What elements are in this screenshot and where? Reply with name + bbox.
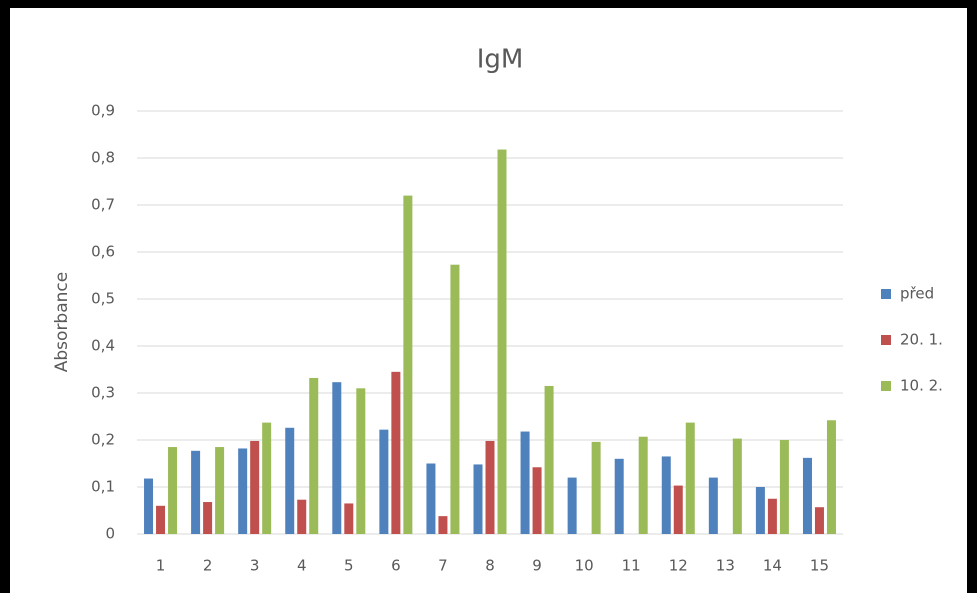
- x-tick-label: 4: [297, 557, 307, 575]
- bar: [285, 427, 295, 534]
- bar: [732, 438, 742, 534]
- bar: [755, 487, 765, 534]
- bar: [544, 385, 554, 534]
- bar: [767, 498, 777, 534]
- legend-marker: [881, 335, 891, 345]
- bar: [450, 264, 460, 534]
- x-tick-label: 13: [716, 557, 735, 575]
- bar: [532, 467, 542, 534]
- bar: [309, 377, 319, 534]
- bar: [826, 420, 836, 534]
- legend-label: 10. 2.: [900, 377, 943, 395]
- bar: [638, 436, 648, 534]
- bar: [238, 448, 248, 534]
- bar: [297, 499, 307, 534]
- y-tick-label: 0,3: [91, 384, 115, 402]
- x-tick-label: 8: [485, 557, 495, 575]
- bar: [215, 447, 225, 534]
- bar: [520, 431, 530, 534]
- x-tick-label: 7: [438, 557, 448, 575]
- bar: [802, 457, 812, 534]
- y-tick-label: 0: [105, 525, 115, 543]
- bar: [473, 464, 483, 534]
- bar: [344, 503, 354, 534]
- y-tick-label: 0,4: [91, 337, 115, 355]
- y-tick-label: 0,2: [91, 431, 115, 449]
- legend-marker: [881, 289, 891, 299]
- legend-label: 20. 1.: [900, 331, 943, 349]
- y-tick-label: 0,6: [91, 243, 115, 261]
- bar: [485, 440, 495, 534]
- bar: [567, 477, 577, 534]
- bar: [673, 485, 683, 534]
- y-tick-label: 0,5: [91, 290, 115, 308]
- x-tick-label: 9: [532, 557, 542, 575]
- bar: [168, 447, 178, 534]
- y-axis-label: Absorbance: [52, 272, 72, 372]
- x-tick-label: 15: [810, 557, 829, 575]
- bar: [779, 440, 789, 534]
- x-tick-label: 1: [156, 557, 166, 575]
- bar: [685, 422, 695, 534]
- bar: [403, 195, 413, 534]
- bar: [332, 382, 342, 534]
- chart-title: IgM: [477, 45, 524, 75]
- bar: [426, 463, 436, 534]
- bar: [144, 478, 154, 534]
- bar: [438, 516, 448, 534]
- x-tick-label: 12: [669, 557, 688, 575]
- x-tick-label: 11: [622, 557, 641, 575]
- bar: [661, 456, 671, 534]
- bar: [614, 458, 624, 534]
- bar: [156, 505, 166, 534]
- bar: [191, 450, 201, 534]
- bar: [250, 440, 260, 534]
- bar: [203, 502, 213, 534]
- legend-label: před: [900, 285, 934, 303]
- y-tick-label: 0,1: [91, 478, 115, 496]
- x-tick-label: 6: [391, 557, 401, 575]
- x-tick-label: 14: [763, 557, 782, 575]
- y-tick-label: 0,7: [91, 196, 115, 214]
- bar: [591, 441, 601, 534]
- y-tick-label: 0,9: [91, 102, 115, 120]
- bar: [814, 507, 824, 534]
- legend-marker: [881, 381, 891, 391]
- bar: [497, 149, 507, 535]
- bar: [391, 371, 401, 534]
- x-tick-label: 10: [575, 557, 594, 575]
- bar: [379, 429, 389, 534]
- bar: [356, 388, 366, 534]
- bar: [262, 422, 272, 534]
- x-tick-label: 2: [203, 557, 213, 575]
- bar: [708, 477, 718, 534]
- x-tick-label: 3: [250, 557, 260, 575]
- x-tick-label: 5: [344, 557, 354, 575]
- y-tick-label: 0,8: [91, 149, 115, 167]
